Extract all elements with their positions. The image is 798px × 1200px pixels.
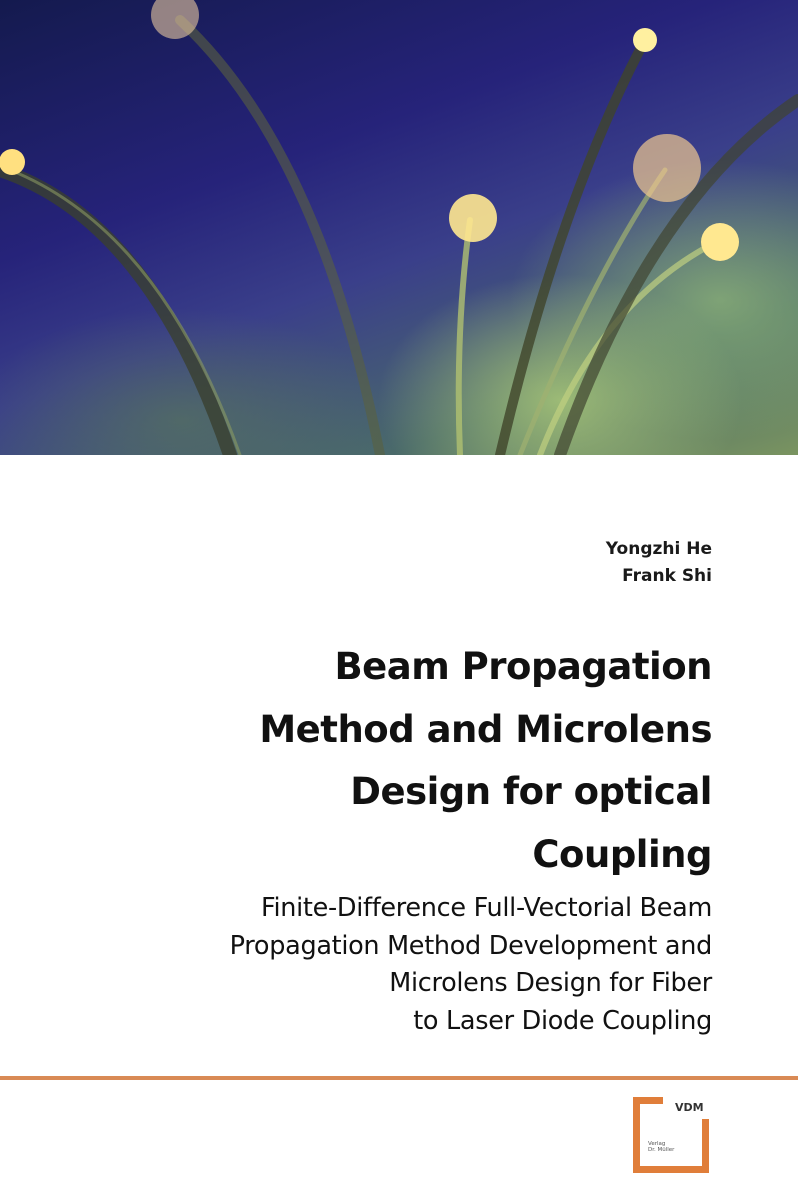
orange-divider	[0, 1076, 798, 1080]
logo-subtext-line: Verlag	[648, 1141, 666, 1147]
title-line: Method and Microlens	[259, 707, 712, 751]
subtitle-line: to Laser Diode Coupling	[413, 1005, 712, 1036]
logo-frame-right	[702, 1119, 709, 1173]
fiber-strands-illustration	[0, 0, 798, 455]
publisher-logo: VDM Verlag Dr. Müller	[633, 1097, 713, 1173]
logo-vdm-text: VDM	[675, 1101, 704, 1114]
cover-photo-optical-fibers	[0, 0, 798, 455]
title-line: Coupling	[532, 832, 712, 876]
logo-subtext-line: Dr. Müller	[648, 1147, 675, 1153]
logo-frame	[633, 1097, 709, 1173]
subtitle-line: Finite-Difference Full-Vectorial Beam	[260, 893, 712, 923]
authors: Yongzhi He Frank Shi	[606, 536, 712, 590]
logo-frame-top	[633, 1097, 663, 1104]
author-name: Frank Shi	[622, 566, 712, 586]
title-line: Design for optical	[350, 770, 712, 813]
author-name: Yongzhi He	[605, 539, 712, 559]
book-title: Beam Propagation Method and Microlens De…	[259, 636, 712, 886]
logo-subtext: Verlag Dr. Müller	[648, 1141, 674, 1153]
book-subtitle: Finite-Difference Full-Vectorial Beam Pr…	[229, 890, 713, 1040]
subtitle-line: Microlens Design for Fiber	[389, 968, 712, 998]
title-line: Beam Propagation	[334, 645, 712, 688]
subtitle-line: Propagation Method Development and	[229, 930, 713, 961]
